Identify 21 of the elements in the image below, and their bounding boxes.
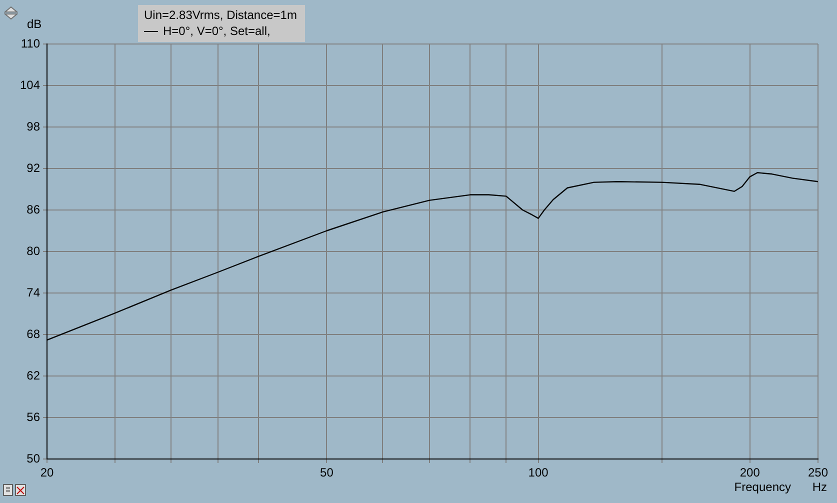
y-axis-title: dB <box>27 17 42 31</box>
y-tick-label: 80 <box>26 244 40 258</box>
x-tick-label: 200 <box>740 466 760 480</box>
y-tick-label: 56 <box>26 410 40 424</box>
x-tick-label: 50 <box>320 466 334 480</box>
y-tick-label: 92 <box>26 160 40 175</box>
y-tick-label: 98 <box>26 119 40 134</box>
legend-label: H=0°, V=0°, Set=all, <box>163 23 270 39</box>
x-tick-label: 250 <box>808 466 828 480</box>
x-tick-label: 20 <box>40 466 54 480</box>
x-axis-title: Frequency <box>734 480 791 494</box>
y-tick-label: 74 <box>26 285 40 300</box>
y-tick-label: 110 <box>20 36 40 50</box>
y-tick-label: 68 <box>26 326 40 341</box>
text: Hz <box>812 480 827 494</box>
legend-title: Uin=2.83Vrms, Distance=1m <box>144 7 297 23</box>
y-tick-label: 104 <box>20 78 40 92</box>
y-tick-label: 62 <box>26 368 40 382</box>
y-tick-label: 50 <box>26 451 40 466</box>
y-tick-label: 86 <box>26 202 40 216</box>
x-tick-label: 100 <box>528 466 549 480</box>
